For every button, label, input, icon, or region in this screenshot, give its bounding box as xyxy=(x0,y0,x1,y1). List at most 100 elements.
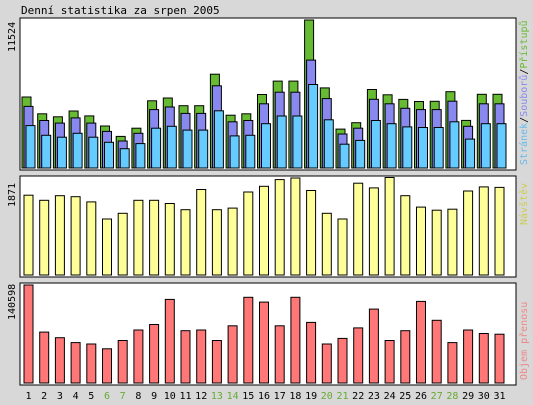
day-label-23: 23 xyxy=(368,391,380,402)
hits-files-pages-bar-2-day-11 xyxy=(182,129,193,169)
kbytes-bar-0-day-6 xyxy=(102,348,112,384)
day-label-5: 5 xyxy=(88,391,94,402)
kbytes-bar-0-day-10 xyxy=(164,298,175,384)
day-label-21: 21 xyxy=(336,391,348,402)
hits-files-pages-bar-2-day-28 xyxy=(449,121,460,169)
kbytes-bar-0-day-18 xyxy=(290,296,301,384)
day-label-16: 16 xyxy=(258,391,270,402)
day-label-13: 13 xyxy=(211,391,223,402)
kbytes-bar-0-day-3 xyxy=(54,337,65,384)
kbytes-bar-0-day-4 xyxy=(70,342,81,384)
visits-bar-0-day-10 xyxy=(164,203,175,276)
kbytes-bar-0-day-9 xyxy=(149,324,160,384)
hits-files-pages-bar-2-day-20 xyxy=(323,119,334,169)
hits-files-pages-legend-part-0: Stránek xyxy=(518,123,530,165)
visits-bar-0-day-26 xyxy=(416,206,426,276)
visits-bar-0-day-24 xyxy=(384,177,395,276)
hits-files-pages-bar-2-day-1 xyxy=(25,125,36,169)
day-label-8: 8 xyxy=(135,391,141,402)
visits-bar-0-day-3 xyxy=(54,195,65,276)
day-axis-labels: 1 2 3 4 5 6 7 8 9 10 11 12 13 14 15 16 17 18 19 20 21 22 23 24 2… xyxy=(25,391,505,402)
kbytes-max-label: 140598 xyxy=(7,284,18,320)
visits-bar-0-day-18 xyxy=(290,177,301,276)
hits-files-pages-bar-2-day-26 xyxy=(418,127,428,169)
kbytes-bar-0-day-1 xyxy=(23,284,34,384)
hits-files-pages-bar-2-day-7 xyxy=(119,148,130,169)
hits-files-pages-bar-2-day-12 xyxy=(198,129,209,169)
day-label-26: 26 xyxy=(415,391,427,402)
kbytes-bar-0-day-16 xyxy=(259,301,269,384)
hits-files-pages-legend-part-2: Souborů xyxy=(518,75,530,117)
day-label-6: 6 xyxy=(104,391,110,402)
day-label-30: 30 xyxy=(478,391,490,402)
visits-bar-0-day-7 xyxy=(117,212,128,276)
hits-files-pages-legend-part-1: / xyxy=(519,117,530,123)
hits-files-pages-bars xyxy=(21,19,507,169)
day-label-11: 11 xyxy=(179,391,191,402)
day-label-31: 31 xyxy=(493,391,505,402)
chart-title: Denní statistika za srpen 2005 xyxy=(21,4,220,17)
visits-bar-0-day-16 xyxy=(259,185,269,276)
visits-bar-0-day-27 xyxy=(431,209,442,276)
visits-bar-0-day-20 xyxy=(321,212,332,276)
day-label-24: 24 xyxy=(384,391,396,402)
day-label-27: 27 xyxy=(431,391,443,402)
hits-files-pages-bar-2-day-23 xyxy=(370,120,381,169)
visits-bar-0-day-29 xyxy=(463,190,474,276)
hits-files-pages-bar-2-day-2 xyxy=(41,134,52,169)
hits-files-pages-bar-2-day-3 xyxy=(56,136,67,169)
visits-max-label: 1871 xyxy=(7,183,18,207)
day-label-12: 12 xyxy=(195,391,207,402)
day-label-3: 3 xyxy=(57,391,63,402)
kbytes-bar-0-day-30 xyxy=(478,333,489,384)
hits-files-pages-bar-2-day-10 xyxy=(166,125,177,169)
hits-files-pages-bar-2-day-8 xyxy=(135,143,146,169)
visits-bars xyxy=(23,177,505,276)
visits-bar-0-day-8 xyxy=(133,199,144,276)
hits-max-label: 11524 xyxy=(7,22,18,52)
hits-files-pages-legend-part-4: Přístupů xyxy=(518,20,530,68)
day-label-22: 22 xyxy=(352,391,364,402)
kbytes-bar-0-day-14 xyxy=(227,325,238,384)
day-label-20: 20 xyxy=(321,391,333,402)
kbytes-bar-0-day-8 xyxy=(133,329,144,384)
day-label-1: 1 xyxy=(25,391,31,402)
visits-legend-part-0: Návštěv xyxy=(518,183,530,225)
day-label-18: 18 xyxy=(289,391,301,402)
visits-bar-0-day-13 xyxy=(211,209,222,276)
visits-bar-0-day-30 xyxy=(478,186,489,276)
kbytes-bar-0-day-28 xyxy=(447,342,458,384)
visits-bar-0-day-4 xyxy=(70,196,81,276)
kbytes-bar-0-day-5 xyxy=(86,343,97,384)
visits-bar-0-day-11 xyxy=(180,209,191,276)
kbytes-bar-0-day-22 xyxy=(353,327,364,384)
visits-bar-0-day-23 xyxy=(368,187,379,276)
hits-files-pages-bar-2-day-29 xyxy=(465,138,476,169)
kbytes-bar-0-day-13 xyxy=(211,340,222,384)
day-label-14: 14 xyxy=(227,391,239,402)
hits-files-pages-bar-2-day-16 xyxy=(261,123,271,169)
hits-files-pages-bar-2-day-27 xyxy=(433,127,444,169)
hits-files-pages-bar-2-day-14 xyxy=(229,135,240,169)
hits-files-pages-bar-2-day-9 xyxy=(151,127,162,169)
day-label-28: 28 xyxy=(446,391,458,402)
hits-files-pages-bar-2-day-4 xyxy=(72,132,83,169)
day-label-10: 10 xyxy=(164,391,176,402)
visits-bar-0-day-31 xyxy=(494,186,505,276)
kbytes-bar-0-day-11 xyxy=(180,330,191,384)
visits-bar-0-day-28 xyxy=(447,208,458,276)
kbytes-bar-0-day-25 xyxy=(400,330,411,384)
hits-files-pages-bar-2-day-19 xyxy=(308,84,319,169)
kbytes-bar-0-day-29 xyxy=(463,329,474,384)
hits-files-pages-bar-2-day-30 xyxy=(480,123,491,169)
kbytes-bar-0-day-12 xyxy=(196,329,207,384)
kbytes-bar-0-day-26 xyxy=(416,300,426,384)
kbytes-bar-0-day-2 xyxy=(39,331,50,384)
hits-files-pages-bar-2-day-5 xyxy=(88,136,99,169)
day-label-15: 15 xyxy=(242,391,254,402)
kbytes-bar-0-day-21 xyxy=(337,337,348,384)
visits-bar-0-day-22 xyxy=(353,182,364,276)
visits-bar-0-day-25 xyxy=(400,195,411,276)
hits-files-pages-bar-2-day-13 xyxy=(213,110,224,169)
